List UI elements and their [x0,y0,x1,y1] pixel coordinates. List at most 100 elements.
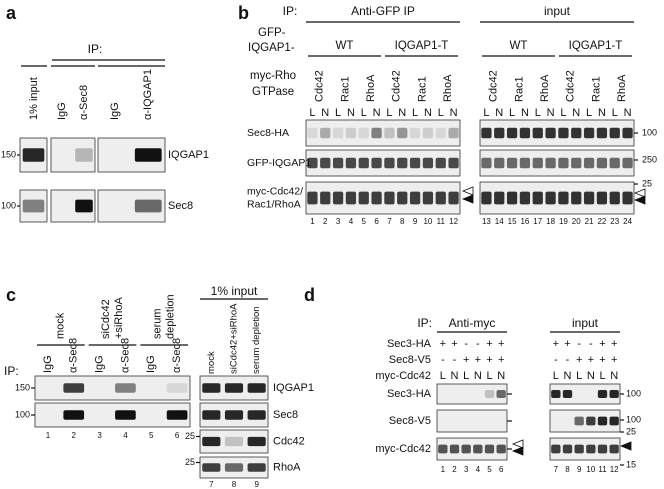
label: 13 [482,217,491,226]
label: L [440,370,446,382]
label: + [588,354,594,366]
band [461,444,471,454]
label: α-IQGAP1 [142,69,154,120]
band [358,127,369,139]
band [345,127,357,139]
band [320,191,331,205]
label: 1 [46,431,51,440]
blot [479,149,635,177]
label: 20 [572,217,581,226]
label: IQGAP1 [168,149,209,161]
band [583,191,595,205]
band [448,127,459,139]
label: IQGAP1-T [569,40,623,52]
label: + [564,338,570,350]
label: 5 [487,465,492,474]
label: L [612,107,618,119]
label: N [474,370,482,382]
label: L [486,370,492,382]
label: 8 [400,217,405,226]
band [519,157,531,169]
band [609,127,620,139]
label: L [463,370,469,382]
label: 3 [464,465,469,474]
panel-label: a [6,3,17,23]
band [506,191,518,205]
band [345,157,357,169]
label: mock [55,312,67,339]
label: 10 [586,465,595,474]
label: 1% input [211,284,258,298]
band [409,191,421,205]
band [558,191,569,205]
label: N [424,107,432,119]
band [558,127,569,139]
band [384,157,395,169]
label: RhoA [273,461,301,473]
label: IgG [56,102,68,120]
label: IP: [4,364,19,378]
label: N [497,370,505,382]
label: - [441,354,445,366]
band [596,157,608,169]
label: IQGAP1-T [395,40,449,52]
band [397,157,408,169]
band [596,127,608,139]
label: α-Sec8 [68,338,80,373]
band [409,127,421,139]
band [583,157,595,169]
label: 18 [546,217,555,226]
label: siCdc42 [100,299,112,339]
label: 2 [323,217,328,226]
band [586,444,596,454]
label: + [475,354,481,366]
band [332,157,344,169]
blot [199,429,269,454]
label: 15 [626,459,636,469]
label: 8 [565,465,570,474]
label: Rac1 [416,76,428,102]
band [597,444,608,454]
blot [34,375,191,401]
label: 6 [374,217,379,226]
label: + [553,338,559,350]
label: N [547,107,555,119]
band [247,383,266,393]
label: + [486,354,492,366]
label: Sec8-V5 [389,415,431,427]
label: L [386,107,392,119]
label: L [576,370,582,382]
band [622,127,633,139]
label: N [587,370,595,382]
band [574,444,584,454]
label: Sec3-HA [387,388,432,400]
label: N [624,107,632,119]
label: + [599,354,605,366]
label: GTPase [252,86,294,98]
label: 100 [15,409,30,419]
label: 9 [413,217,418,226]
band [224,383,244,393]
label: L [560,107,566,119]
label: + [498,338,504,350]
label: Sec8 [273,409,298,421]
band [574,416,584,426]
label: 3 [97,431,102,440]
label: L [412,107,418,119]
band [519,191,531,205]
band [494,127,505,139]
band [202,410,221,420]
label: 150 [15,382,30,392]
band [422,191,434,205]
arrowhead [511,446,524,456]
band [481,127,492,139]
band [63,383,85,393]
band [397,127,408,139]
label: 7 [387,217,392,226]
label: L [361,107,367,119]
label: Cdc42 [314,70,326,102]
arrowhead [461,186,474,196]
band [22,199,45,213]
band [545,127,556,139]
